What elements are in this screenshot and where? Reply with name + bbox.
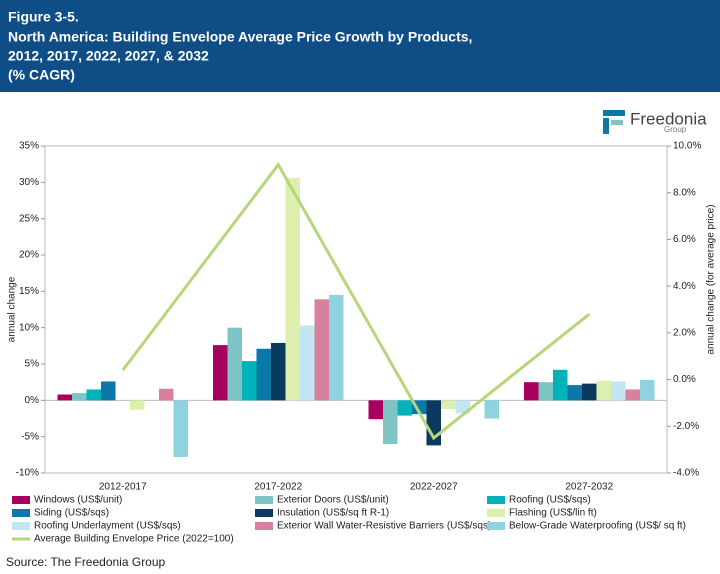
line [121,161,591,441]
legend-label: Exterior Wall Water-Resistive Barriers (… [277,521,491,532]
legend-label: Exterior Doors (US$/unit) [277,495,389,506]
legend-swatch [255,509,273,517]
y-tick-label: 10% [19,322,39,333]
bar [101,381,116,401]
y2-tick-label: 0.0% [673,374,696,385]
legend-label: Windows (US$/unit) [34,495,122,506]
bar [553,369,568,401]
bar [227,327,242,401]
bar [159,388,174,401]
bar [640,379,655,401]
y2-axis-title: annual change (for average price) [706,204,717,354]
bar [611,381,626,401]
bar [300,325,315,401]
bar [538,382,553,401]
x-tick-label: 2017-2022 [254,482,302,493]
title: North America: Building Envelope Average… [8,29,472,45]
y-tick-label: 15% [19,286,39,297]
y-tick-label: -10% [16,468,39,479]
legend-swatch [255,496,273,504]
legend-swatch [255,522,273,530]
subtitle: (% CAGR) [8,67,75,83]
bar [582,383,597,401]
y-tick-label: 30% [19,177,39,188]
legend-label: Siding (US$/sqs) [34,508,109,519]
bar [57,394,72,401]
bar [256,348,271,401]
legend-label: Flashing (US$/lin ft) [509,508,597,519]
bar [596,380,611,401]
y2-tick-label: 6.0% [673,234,696,245]
legend-swatch [487,509,505,517]
bar [271,342,286,401]
x-tick-label: 2022-2027 [410,482,458,493]
legend-swatch [12,496,30,504]
bar [72,393,87,401]
y-tick-label: 35% [19,141,39,152]
legend-label: Average Building Envelope Price (2022=10… [34,534,234,545]
y-tick-label: -5% [21,431,39,442]
y-tick-label: 5% [25,359,40,370]
y-tick-label: 20% [19,250,39,261]
legend-swatch [487,522,505,530]
bar [285,177,300,401]
bar [383,400,398,444]
y2-tick-label: 4.0% [673,281,696,292]
bar [242,361,257,401]
bar [86,389,101,401]
y2-tick-label: 2.0% [673,327,696,338]
y2-tick-label: 10.0% [673,141,701,152]
y-axis-title: annual change [7,276,18,342]
x-tick-label: 2012-2017 [99,482,147,493]
bar [484,400,499,419]
y-tick-label: 0% [25,395,40,406]
legend-label: Roofing (US$/sqs) [509,495,591,506]
logo: Freedonia Group [603,109,707,134]
y-tick-label: 25% [19,213,39,224]
bar [368,400,383,420]
y2-tick-label: -2.0% [673,421,699,432]
bar [213,345,228,401]
y2-tick-label: 8.0% [673,187,696,198]
legend-label: Insulation (US$/sq ft R-1) [277,508,389,519]
bar [567,385,582,401]
y2-tick-label: -4.0% [673,468,699,479]
header-band [0,0,720,92]
bar [625,389,640,401]
source: Source: The Freedonia Group [6,555,166,569]
x-tick-label: 2027-2032 [565,482,613,493]
bar [130,400,145,410]
figure-number: Figure 3-5. [8,9,79,25]
bar [329,294,344,401]
title: 2012, 2017, 2022, 2027, & 2032 [8,48,209,64]
bar [524,382,539,401]
logo-name: Freedonia [630,109,707,128]
legend-swatch [12,509,30,517]
bar [314,299,329,401]
bar [173,400,188,458]
bar [441,400,456,410]
logo-sub: Group [664,125,687,134]
legend-label: Roofing Underlayment (US$/sqs) [34,521,181,532]
plot-frame [44,145,668,474]
legend-swatch [12,522,30,530]
legend-label: Below-Grade Waterproofing (US$/ sq ft) [509,521,686,532]
bar [397,400,412,416]
legend-swatch [487,496,505,504]
